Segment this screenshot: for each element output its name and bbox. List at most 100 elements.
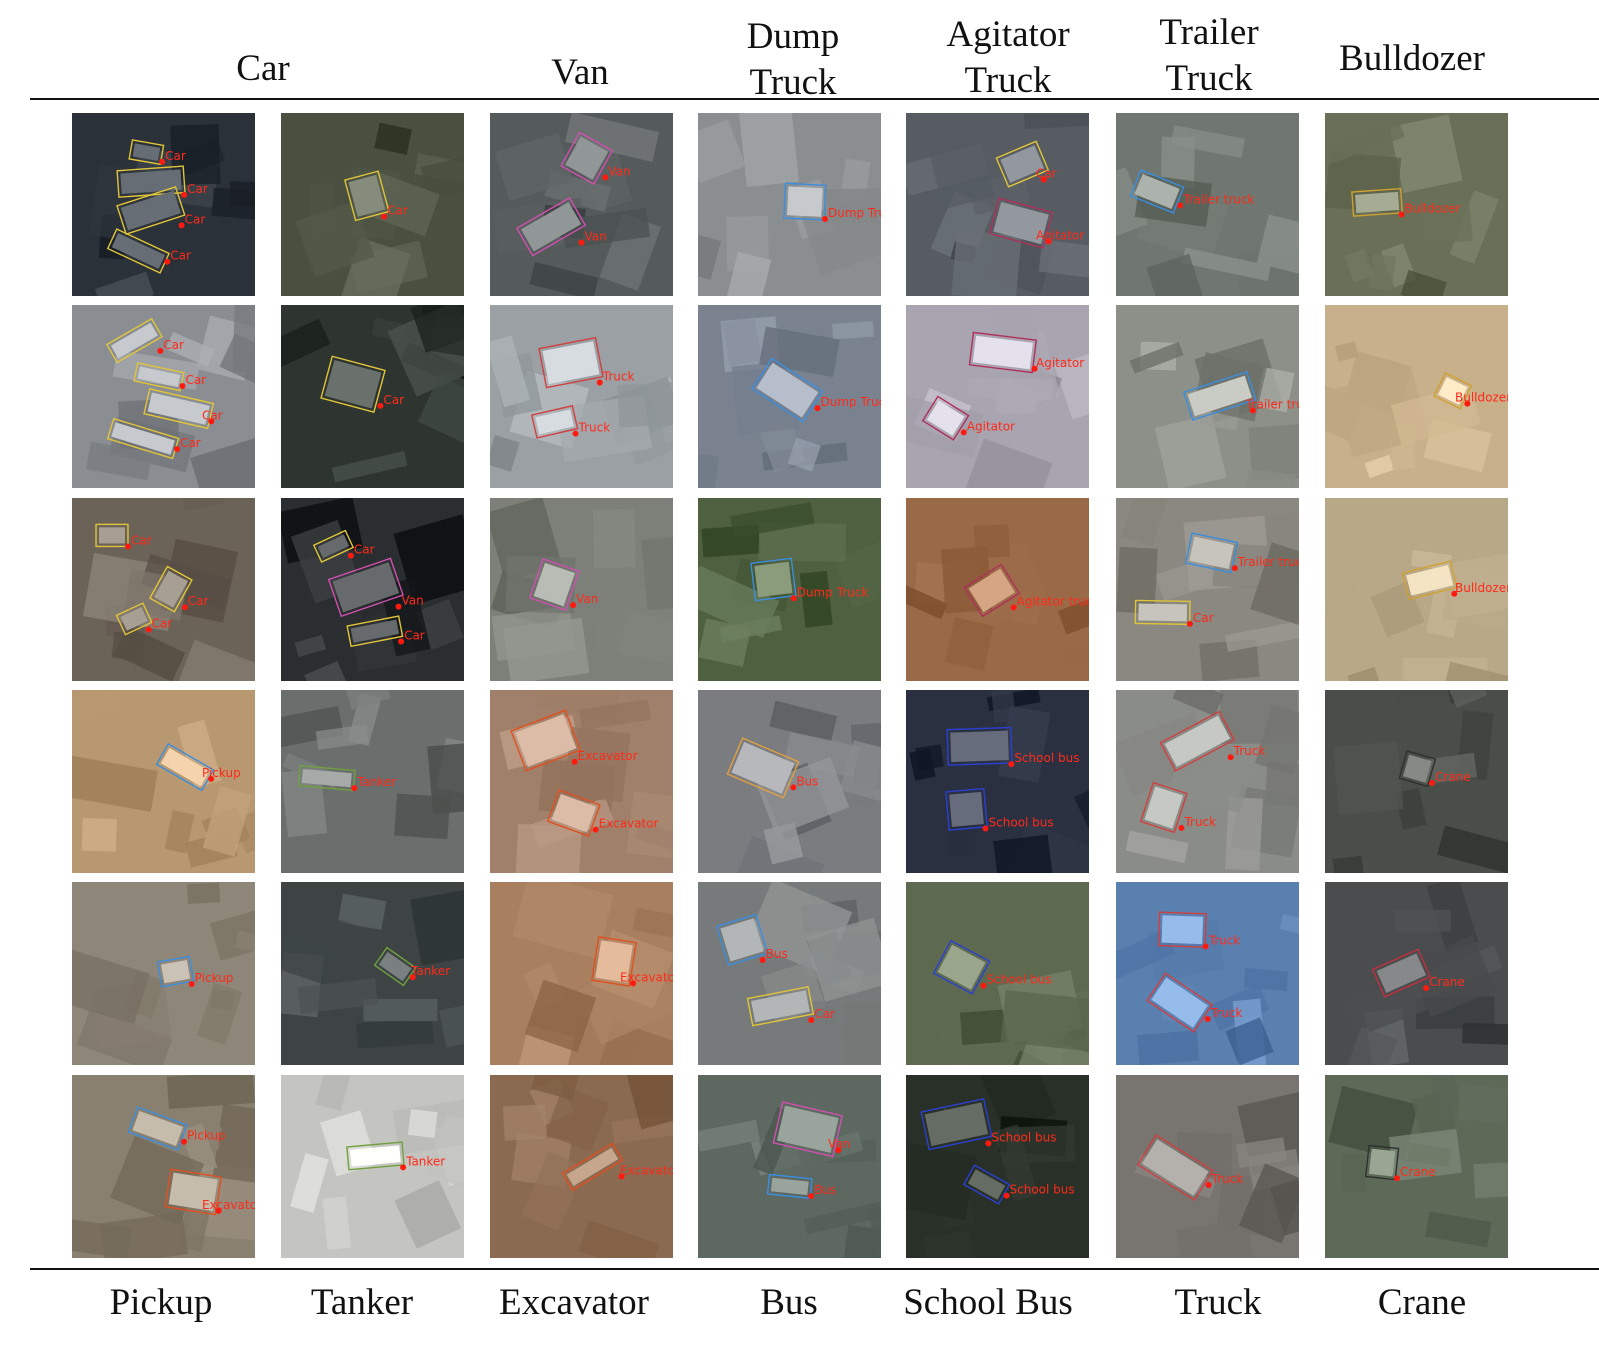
detection-label: Pickup	[195, 971, 234, 985]
aerial-image-tile: Bus Car	[698, 882, 881, 1065]
detection-label: Excavator	[202, 1198, 255, 1212]
detection-box: Crane	[1364, 1144, 1436, 1182]
detection-label: Car	[185, 373, 206, 387]
detection-box: Car	[106, 417, 201, 460]
detection-label: Bulldozer	[1455, 581, 1508, 595]
column-header: Car	[236, 48, 290, 89]
aerial-image: Dump Truck	[698, 498, 881, 681]
detection-label: Bulldozer	[1405, 201, 1461, 215]
detection-label: Car	[1036, 167, 1057, 181]
aerial-image: Car Car Car	[72, 498, 255, 681]
detection-box: Bulldozer	[1433, 372, 1508, 410]
detection-label: Crane	[1435, 770, 1471, 784]
detection-label: Bus	[814, 1183, 836, 1197]
aerial-image: Car	[281, 305, 464, 488]
detection-box: Dump Truck	[750, 557, 868, 602]
detection-label: Car	[404, 628, 425, 642]
aerial-image: Truck Truck	[490, 305, 673, 488]
detection-box: Agitator	[968, 331, 1084, 374]
aerial-image: School bus School bus	[906, 690, 1089, 873]
detection-label: School bus	[991, 1130, 1056, 1144]
aerial-image-tile: Crane	[1325, 1075, 1508, 1258]
aerial-image: Truck	[1116, 1075, 1299, 1258]
aerial-image-tile: Tanker	[281, 882, 464, 1065]
column-header: Bulldozer	[1339, 38, 1485, 79]
aerial-image-tile: Trailer truck	[1116, 305, 1299, 488]
aerial-image-tile: Truck Truck	[490, 305, 673, 488]
aerial-image-tile: School bus School bus	[906, 690, 1089, 873]
detection-label: Agitator	[1036, 356, 1084, 370]
column-header: Trailer Truck	[1159, 12, 1259, 99]
detection-box: Bulldozer	[1401, 560, 1508, 601]
detection-label: Crane	[1400, 1165, 1436, 1179]
aerial-image: Pickup	[72, 690, 255, 873]
aerial-image: Car Car Car Car	[72, 113, 255, 296]
detection-label: Tanker	[410, 964, 450, 978]
aerial-image-tile: Trailer truck Car	[1116, 498, 1299, 681]
detection-label: Car	[180, 436, 201, 450]
column-footer: Bus	[760, 1282, 818, 1323]
aerial-image-tile: Pickup	[72, 690, 255, 873]
column-header: Agitator Truck	[946, 14, 1070, 101]
aerial-image-tile: Car Van Car	[281, 498, 464, 681]
detection-box: Excavator	[561, 1142, 673, 1192]
aerial-image-tile: Truck Truck	[1116, 690, 1299, 873]
detection-box: Agitator	[988, 197, 1084, 249]
aerial-image: Crane	[1325, 690, 1508, 873]
aerial-image-tile: Trailer truck	[1116, 113, 1299, 296]
detection-label: Truck	[1208, 933, 1241, 947]
detection-label: Trailer truck	[1182, 192, 1254, 206]
detection-box: School bus	[945, 787, 1054, 832]
detection-box: Car	[746, 986, 835, 1027]
detection-label: Truck	[1233, 744, 1266, 758]
aerial-image-tile: Pickup	[72, 882, 255, 1065]
aerial-image-tile: Excavator	[490, 1075, 673, 1258]
column-footer: Excavator	[499, 1282, 649, 1323]
detection-box: Bus	[766, 1173, 836, 1200]
aerial-image-tile: Excavator Excavator	[490, 690, 673, 873]
aerial-image-tile: Pickup Excavator	[72, 1075, 255, 1258]
detection-label: Truck	[1211, 1172, 1244, 1186]
aerial-image: Trailer truck	[1116, 113, 1299, 296]
detection-label: Pickup	[202, 766, 241, 780]
detection-label: Pickup	[187, 1129, 226, 1143]
detection-label: Dump Truck	[820, 395, 881, 409]
detection-label: School bus	[986, 973, 1051, 987]
detection-box: Trailer truck	[1182, 370, 1299, 421]
detection-label: Car	[152, 616, 173, 630]
detection-label: Car	[163, 338, 184, 352]
aerial-image: Truck Truck	[1116, 690, 1299, 873]
column-footer: Pickup	[109, 1282, 213, 1323]
aerial-image: Pickup Excavator	[72, 1075, 255, 1258]
aerial-image-tile: Bulldozer	[1325, 498, 1508, 681]
aerial-image: Bulldozer	[1325, 305, 1508, 488]
detection-box: Car	[346, 615, 425, 648]
aerial-image: Car Agitator	[906, 113, 1089, 296]
aerial-image-tile: Car	[281, 305, 464, 488]
detection-label: Van	[828, 1137, 850, 1151]
aerial-image-tile: Bulldozer	[1325, 113, 1508, 296]
detection-box: Car	[148, 565, 209, 613]
detection-label: Car	[131, 533, 152, 547]
bottom-rule	[30, 1268, 1599, 1270]
detection-box: Truck	[1146, 972, 1242, 1033]
aerial-image: Dump Truck	[698, 305, 881, 488]
aerial-image: Truck Truck	[1116, 882, 1299, 1065]
column-footer: Tanker	[310, 1282, 414, 1323]
detection-label: Trailer truck	[1245, 397, 1299, 411]
column-header: Dump Truck	[746, 16, 840, 103]
aerial-image: Dump Truck	[698, 113, 881, 296]
detection-label: School bus	[989, 816, 1054, 830]
aerial-image-tile: Car Car Car	[72, 498, 255, 681]
aerial-image-tile: Crane	[1325, 690, 1508, 873]
aerial-image: Excavator	[490, 882, 673, 1065]
aerial-image: Van	[490, 498, 673, 681]
detection-box: Car	[116, 165, 208, 198]
detection-box: Trailer truck	[1184, 532, 1299, 574]
aerial-image-tile: Bus	[698, 690, 881, 873]
detection-box: Car	[1134, 599, 1214, 627]
detection-label: Car	[170, 249, 191, 263]
aerial-image-tile: Van	[490, 498, 673, 681]
detection-label: Agitator	[967, 419, 1015, 433]
detection-label: Excavator	[599, 817, 659, 831]
